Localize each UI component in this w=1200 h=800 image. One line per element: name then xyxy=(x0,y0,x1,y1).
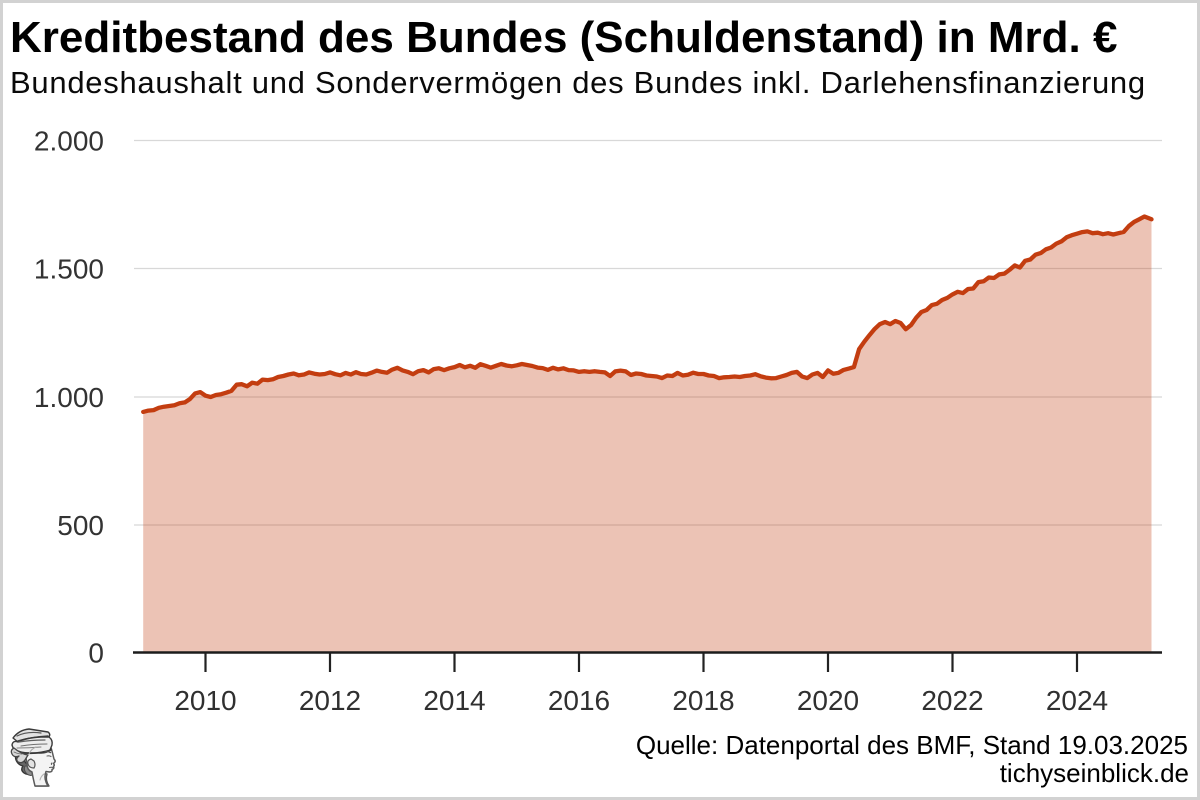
svg-text:2018: 2018 xyxy=(672,685,734,716)
svg-text:2014: 2014 xyxy=(423,685,485,716)
svg-text:Kreditbestand des Bundes (Schu: Kreditbestand des Bundes (Schuldenstand)… xyxy=(10,13,1117,62)
svg-text:2012: 2012 xyxy=(299,685,361,716)
svg-text:tichyseinblick.de: tichyseinblick.de xyxy=(1000,758,1189,788)
svg-text:2024: 2024 xyxy=(1046,685,1108,716)
svg-text:2020: 2020 xyxy=(797,685,859,716)
svg-text:2022: 2022 xyxy=(921,685,983,716)
svg-text:2016: 2016 xyxy=(548,685,610,716)
svg-text:Quelle: Datenportal des BMF, S: Quelle: Datenportal des BMF, Stand 19.03… xyxy=(636,730,1188,760)
svg-text:Bundeshaushalt und Sondervermö: Bundeshaushalt und Sondervermögen des Bu… xyxy=(10,65,1146,100)
svg-text:2.000: 2.000 xyxy=(34,126,104,157)
svg-text:2010: 2010 xyxy=(174,685,236,716)
svg-text:0: 0 xyxy=(88,638,104,669)
svg-text:1.500: 1.500 xyxy=(34,254,104,285)
svg-text:1.000: 1.000 xyxy=(34,382,104,413)
svg-text:500: 500 xyxy=(57,510,104,541)
